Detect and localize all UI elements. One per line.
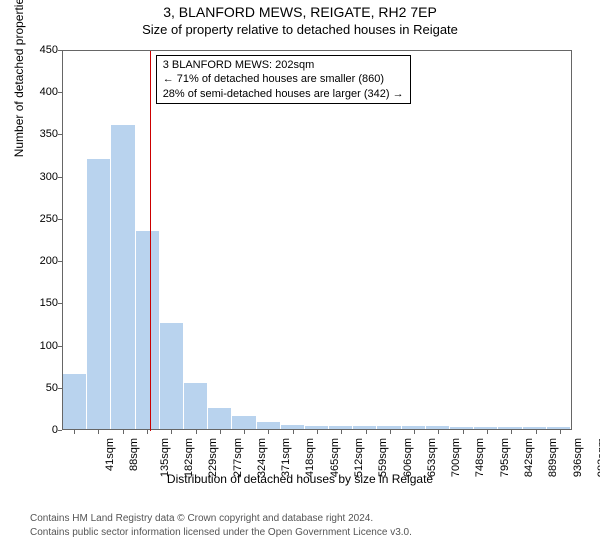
bar [523,427,546,429]
ytick-label: 400 [40,86,58,98]
bar [63,374,86,429]
ytick-label: 100 [40,340,58,352]
bar [208,408,231,429]
chart-title: 3, BLANFORD MEWS, REIGATE, RH2 7EP [0,4,600,20]
bar [402,426,425,429]
xtick-mark [438,430,439,434]
bar [160,323,183,429]
xtick-mark [268,430,269,434]
xtick-mark [196,430,197,434]
bars-group [63,51,571,429]
ytick-label: 50 [46,382,58,394]
marker-line [150,51,151,431]
bar [232,416,255,429]
xtick-mark [390,430,391,434]
xtick-mark [293,430,294,434]
bar [136,231,159,429]
xtick-mark [536,430,537,434]
xtick-label: 41sqm [104,438,116,471]
ytick-label: 350 [40,128,58,140]
annotation-line: 28% of semi-detached houses are larger (… [163,87,404,101]
ytick-mark [58,430,62,431]
x-axis-label: Distribution of detached houses by size … [0,472,600,486]
annotation-line: 3 BLANFORD MEWS: 202sqm [163,58,404,72]
xtick-mark [123,430,124,434]
annotation-line: ← 71% of detached houses are smaller (86… [163,72,404,86]
xtick-mark [171,430,172,434]
bar [547,427,570,429]
annotation-box: 3 BLANFORD MEWS: 202sqm ← 71% of detache… [156,55,411,104]
xtick-mark [511,430,512,434]
bar [450,427,473,429]
bar [111,125,134,429]
chart-container: 3, BLANFORD MEWS, REIGATE, RH2 7EP Size … [0,0,600,500]
xtick-mark [147,430,148,434]
y-axis-label: Number of detached properties [12,0,26,157]
ytick-label: 450 [40,44,58,56]
bar [305,426,328,429]
ytick-label: 150 [40,297,58,309]
plot-area: 3 BLANFORD MEWS: 202sqm ← 71% of detache… [62,50,572,430]
footer-line: Contains public sector information licen… [30,527,412,538]
xtick-mark [560,430,561,434]
bar [281,425,304,429]
xtick-mark [244,430,245,434]
ytick-label: 300 [40,171,58,183]
chart-subtitle: Size of property relative to detached ho… [0,22,600,37]
bar [184,383,207,429]
xtick-mark [487,430,488,434]
bar [474,427,497,429]
bar [426,426,449,429]
bar [377,426,400,429]
bar [87,159,110,429]
xtick-label: 88sqm [128,438,140,471]
ytick-label: 200 [40,255,58,267]
xtick-mark [220,430,221,434]
bar [498,427,521,429]
xtick-mark [317,430,318,434]
bar [257,422,280,429]
bar [353,426,376,429]
bar [329,426,352,429]
xtick-mark [414,430,415,434]
ytick-label: 250 [40,213,58,225]
footer-line: Contains HM Land Registry data © Crown c… [30,513,373,524]
xtick-mark [341,430,342,434]
xtick-mark [463,430,464,434]
xtick-mark [366,430,367,434]
xtick-mark [98,430,99,434]
xtick-mark [74,430,75,434]
